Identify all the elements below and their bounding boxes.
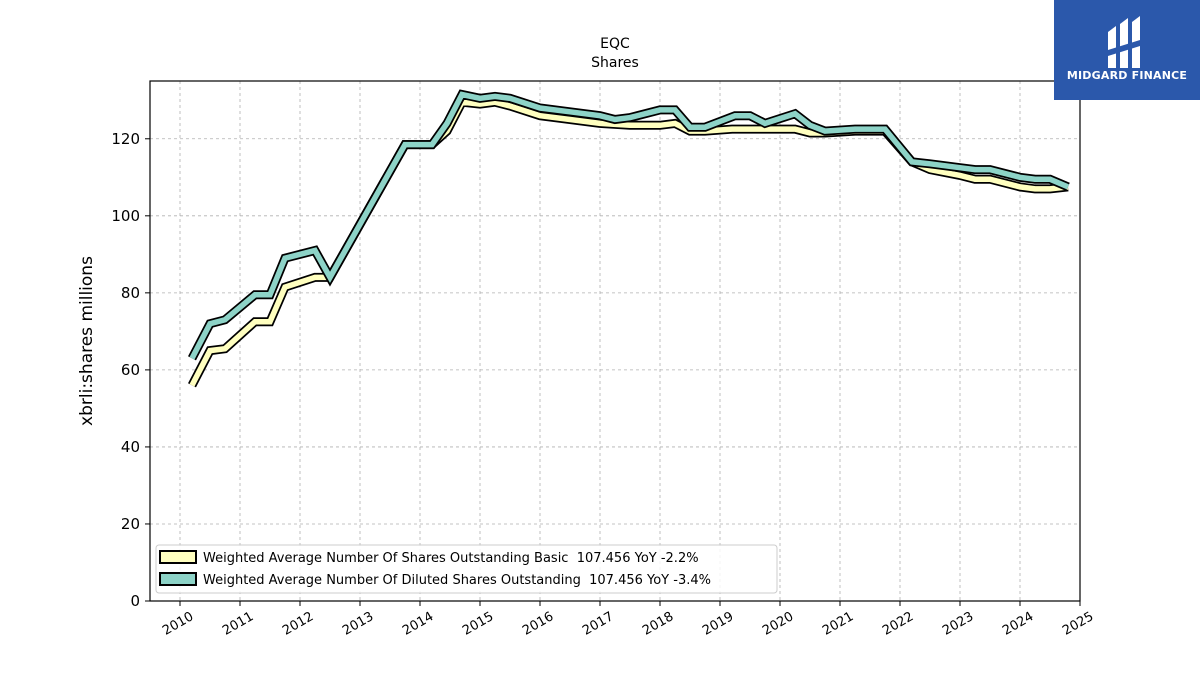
series-line-1 bbox=[189, 91, 1070, 360]
series-outline-0 bbox=[188, 97, 1069, 388]
series-line-0 bbox=[189, 99, 1069, 387]
grid-lines bbox=[150, 81, 1081, 601]
x-tick-label: 2011 bbox=[220, 609, 256, 639]
x-tick-label: 2025 bbox=[1060, 609, 1096, 639]
series-outline-1 bbox=[188, 89, 1070, 361]
plot-frame bbox=[149, 80, 1081, 602]
logo-text: MIDGARD FINANCE bbox=[1066, 69, 1188, 82]
x-tick-label: 2021 bbox=[820, 609, 856, 639]
legend-swatch-basic bbox=[159, 550, 197, 564]
legend-frame bbox=[155, 544, 778, 594]
x-tick-label: 2014 bbox=[400, 609, 436, 639]
chart-subtitle: Shares bbox=[591, 55, 639, 71]
y-tick-label: 60 bbox=[121, 361, 140, 379]
x-tick-label: 2010 bbox=[160, 609, 196, 639]
x-tick-label: 2018 bbox=[640, 609, 676, 639]
x-tick-label: 2012 bbox=[280, 609, 316, 639]
series-lines bbox=[188, 89, 1070, 388]
legend-swatch-diluted bbox=[159, 572, 197, 586]
chart-title: EQC bbox=[600, 36, 630, 52]
legend-label-basic: Weighted Average Number Of Shares Outsta… bbox=[203, 551, 699, 566]
x-tick-label: 2019 bbox=[700, 609, 736, 639]
y-tick-label: 20 bbox=[121, 515, 140, 533]
midgard-logo-icon bbox=[1108, 16, 1140, 68]
midgard-finance-logo: MIDGARD FINANCE bbox=[1054, 0, 1200, 100]
legend-label-diluted: Weighted Average Number Of Diluted Share… bbox=[203, 573, 711, 588]
y-tick-label: 80 bbox=[121, 284, 140, 302]
y-tick-label: 0 bbox=[130, 592, 140, 610]
x-tick-label: 2024 bbox=[1000, 609, 1036, 639]
x-tick-label: 2022 bbox=[880, 609, 916, 639]
x-tick-label: 2015 bbox=[460, 609, 496, 639]
y-tick-label: 120 bbox=[111, 130, 140, 148]
y-axis-label: xbrli:shares millions bbox=[77, 256, 97, 426]
x-tick-label: 2023 bbox=[940, 609, 976, 639]
x-tick-label: 2016 bbox=[520, 609, 556, 639]
y-tick-label: 40 bbox=[121, 438, 140, 456]
x-tick-label: 2013 bbox=[340, 609, 376, 639]
x-tick-label: 2017 bbox=[580, 609, 616, 639]
y-tick-label: 100 bbox=[111, 207, 140, 225]
legend: Weighted Average Number Of Shares Outsta… bbox=[155, 544, 778, 594]
x-tick-label: 2020 bbox=[760, 609, 796, 639]
